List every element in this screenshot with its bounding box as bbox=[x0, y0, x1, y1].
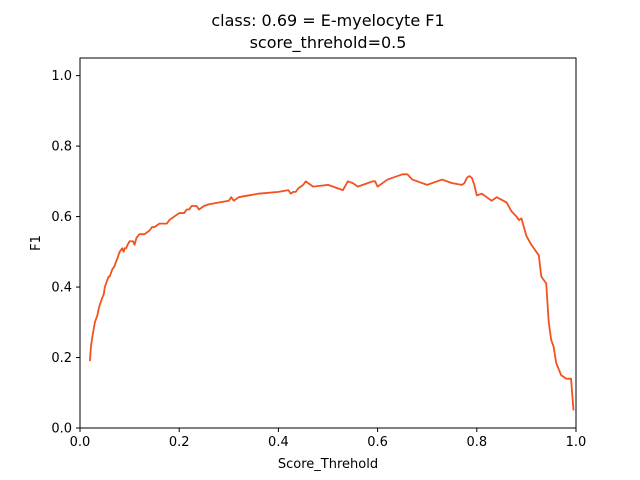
plot-area bbox=[79, 57, 577, 429]
x-axis: 0.0 0.2 0.4 0.6 0.8 1.0 bbox=[70, 428, 587, 450]
x-axis-label: Score_Threhold bbox=[278, 457, 378, 472]
x-tick-label: 0.0 bbox=[70, 435, 91, 450]
x-tick-label: 0.4 bbox=[268, 435, 289, 450]
y-tick-label: 0.4 bbox=[51, 281, 72, 296]
y-tick-label: 1.0 bbox=[51, 69, 72, 84]
x-tick-label: 0.2 bbox=[169, 435, 190, 450]
y-axis-label: F1 bbox=[29, 235, 44, 251]
chart-title: class: 0.69 = E-myelocyte F1 bbox=[211, 11, 445, 30]
y-tick-label: 0.2 bbox=[51, 351, 72, 366]
series-layer bbox=[89, 173, 575, 411]
y-tick-label: 0.8 bbox=[51, 140, 72, 155]
y-tick-label: 0.0 bbox=[51, 422, 72, 437]
series-line bbox=[89, 173, 575, 411]
y-axis: 0.0 0.2 0.4 0.6 0.8 1.0 bbox=[51, 69, 80, 437]
axes-frame bbox=[79, 57, 577, 429]
x-tick-label: 1.0 bbox=[566, 435, 587, 450]
y-tick-label: 0.6 bbox=[51, 210, 72, 225]
x-tick-label: 0.8 bbox=[466, 435, 487, 450]
chart-subtitle: score_threhold=0.5 bbox=[249, 33, 407, 52]
x-tick-label: 0.6 bbox=[367, 435, 388, 450]
